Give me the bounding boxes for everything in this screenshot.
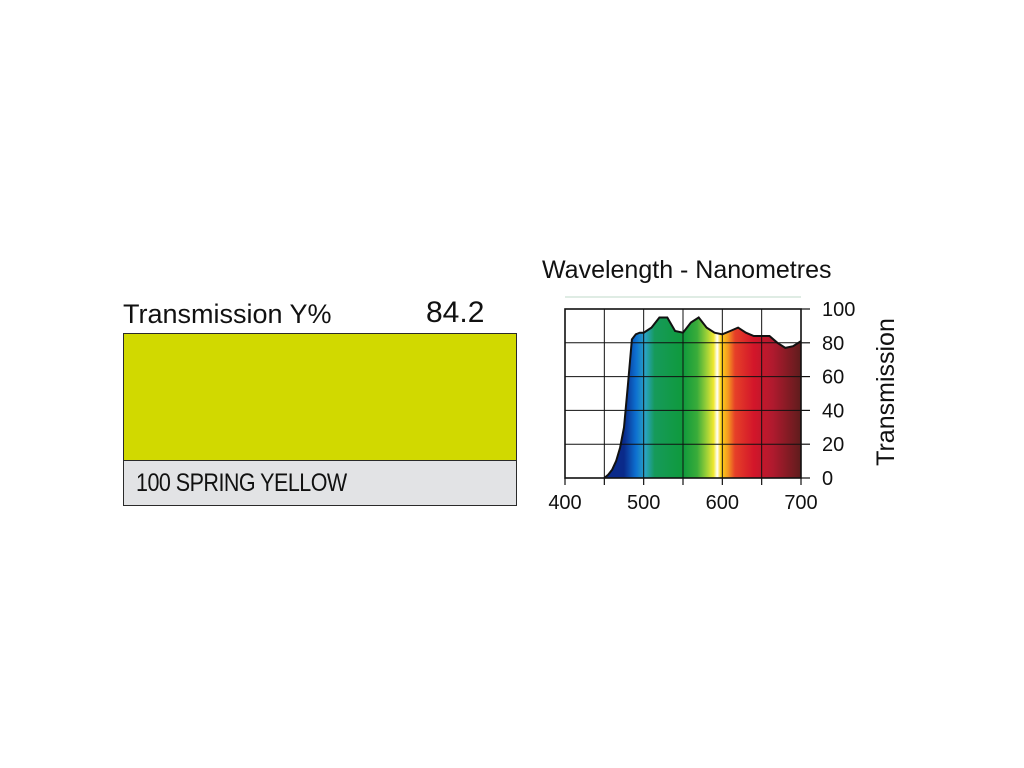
y-tick-label: 20 (822, 434, 844, 456)
x-tick-label: 500 (627, 492, 660, 514)
x-tick-label: 700 (784, 492, 817, 514)
transmission-value: 84.2 (426, 296, 485, 329)
x-tick-label: 400 (548, 492, 581, 514)
y-tick-label: 60 (822, 367, 844, 389)
filter-name-label: 100 SPRING YELLOW (136, 469, 347, 497)
transmission-label: Transmission Y% (123, 299, 332, 329)
y-tick-label: 40 (822, 400, 844, 422)
transmission-spectrum-chart: Wavelength - Nanometres 0 20 40 60 80 100 400 5… (542, 256, 900, 514)
y-tick-label: 100 (822, 299, 855, 321)
y-tick-label: 80 (822, 333, 844, 355)
y-tick-label: 0 (822, 468, 833, 490)
transmission-curve (603, 316, 802, 479)
filter-swatch-card: 100 SPRING YELLOW (123, 333, 517, 506)
spectrum-area (604, 317, 801, 478)
x-tick-label: 600 (706, 492, 739, 514)
chart-title: Wavelength - Nanometres (542, 256, 831, 284)
color-swatch (124, 334, 516, 461)
y-axis-label: Transmission (872, 318, 900, 466)
